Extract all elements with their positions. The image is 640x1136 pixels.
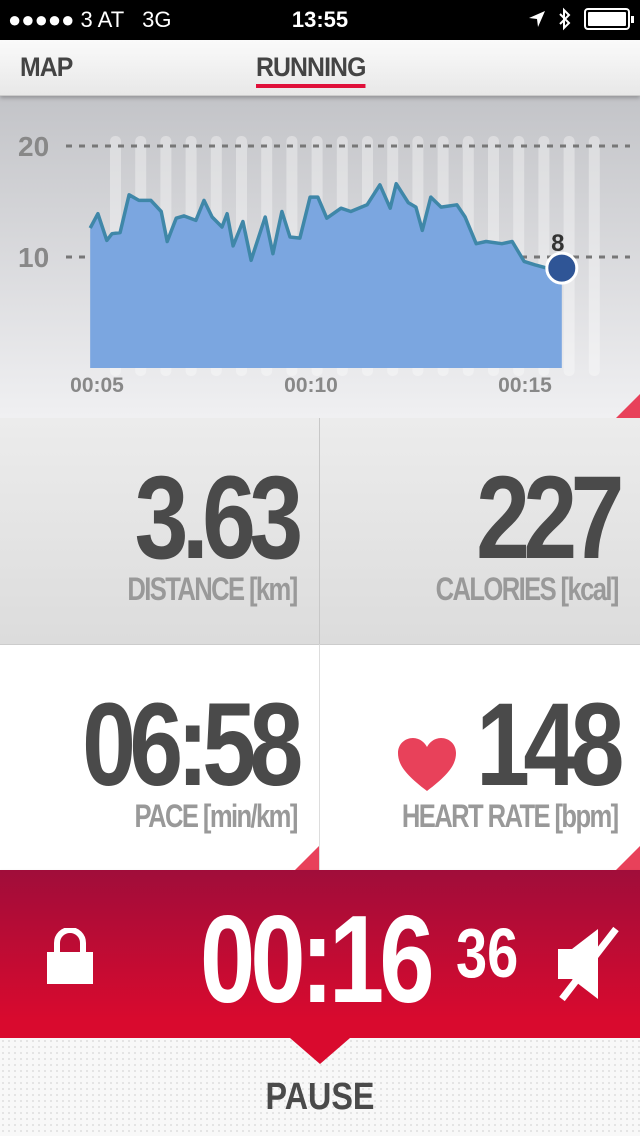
pace-value: 06:58 (82, 679, 303, 811)
expand-corner[interactable] (616, 394, 640, 418)
heart-rate-label: HEART RATE [bpm] (402, 798, 619, 834)
elapsed-time: 00:16 (200, 891, 435, 1029)
clock: 13:55 (291, 7, 349, 32)
elapsed-seconds: 36 (456, 914, 519, 992)
tab-map[interactable]: MAP (20, 52, 73, 82)
carrier: ●●●●● 3 AT 3G (8, 7, 172, 32)
pause-pointer (290, 1038, 350, 1064)
area-fill (90, 183, 562, 368)
bg-stripe (588, 136, 600, 376)
pace-label: PACE [min/km] (134, 798, 299, 834)
heart-rate-value: 148 (476, 679, 624, 811)
distance-label: DISTANCE [km] (127, 571, 299, 607)
speaker-muted-icon[interactable] (556, 925, 620, 1003)
timer-bar: 00:16 36 (0, 870, 640, 1038)
tab-bar: MAP RUNNING (0, 40, 640, 96)
lock-icon[interactable] (45, 928, 95, 984)
heart-icon (398, 738, 456, 791)
current-marker (545, 251, 579, 285)
expand-corner[interactable] (616, 846, 640, 870)
tile-calories[interactable]: 227 CALORIES [kcal] (320, 418, 640, 644)
status-bar: ●●●●● 3 AT 3G 13:55 (0, 0, 640, 40)
location-arrow-icon (529, 11, 545, 27)
tab-running[interactable]: RUNNING (256, 52, 366, 88)
speed-line (88, 181, 562, 270)
tile-heart-rate[interactable]: 148 HEART RATE [bpm] (320, 644, 640, 870)
expand-corner[interactable] (295, 846, 319, 870)
y-tick-label: 10 (18, 242, 49, 273)
calories-value: 227 (476, 452, 624, 584)
battery-icon (584, 8, 634, 30)
current-value-label: 8 (551, 230, 564, 257)
tile-pace[interactable]: 06:58 PACE [min/km] (0, 644, 320, 870)
chart-svg: 10 20 8 00:05 00:10 00:15 (18, 131, 630, 397)
pause-button[interactable]: PAUSE (265, 1076, 375, 1118)
bluetooth-icon (559, 7, 571, 31)
x-tick-label: 00:10 (284, 374, 338, 397)
speed-chart[interactable]: 10 20 8 00:05 00:10 00:15 (0, 96, 640, 418)
distance-value: 3.63 (134, 452, 304, 584)
tile-distance[interactable]: 3.63 DISTANCE [km] (0, 418, 320, 644)
y-tick-label: 20 (18, 131, 49, 162)
x-tick-label: 00:15 (498, 374, 552, 397)
x-tick-label: 00:05 (70, 374, 124, 397)
calories-label: CALORIES [kcal] (435, 571, 620, 607)
